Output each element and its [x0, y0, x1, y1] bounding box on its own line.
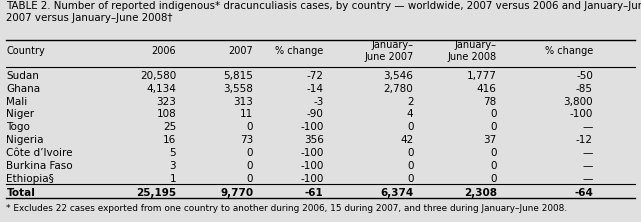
- Text: Burkina Faso: Burkina Faso: [6, 161, 73, 171]
- Text: -100: -100: [570, 109, 593, 119]
- Text: -64: -64: [574, 188, 593, 198]
- Text: 73: 73: [240, 135, 253, 145]
- Text: 0: 0: [407, 161, 413, 171]
- Text: 11: 11: [240, 109, 253, 119]
- Text: 0: 0: [490, 161, 497, 171]
- Text: -12: -12: [576, 135, 593, 145]
- Text: 0: 0: [490, 148, 497, 158]
- Text: 4: 4: [407, 109, 413, 119]
- Text: 0: 0: [407, 148, 413, 158]
- Text: 37: 37: [483, 135, 497, 145]
- Text: -50: -50: [576, 71, 593, 81]
- Text: 2006: 2006: [152, 46, 176, 56]
- Text: Country: Country: [6, 46, 45, 56]
- Text: -100: -100: [301, 148, 324, 158]
- Text: 1,777: 1,777: [467, 71, 497, 81]
- Text: Total: Total: [6, 188, 35, 198]
- Text: 2,780: 2,780: [384, 84, 413, 94]
- Text: January–
June 2008: January– June 2008: [447, 40, 497, 62]
- Text: —: —: [583, 122, 593, 132]
- Text: 6,374: 6,374: [380, 188, 413, 198]
- Text: 416: 416: [477, 84, 497, 94]
- Text: 42: 42: [400, 135, 413, 145]
- Text: 2: 2: [407, 97, 413, 107]
- Text: Sudan: Sudan: [6, 71, 39, 81]
- Text: -100: -100: [301, 174, 324, 184]
- Text: * Excludes 22 cases exported from one country to another during 2006, 15 during : * Excludes 22 cases exported from one co…: [6, 204, 567, 213]
- Text: -85: -85: [576, 84, 593, 94]
- Text: 3: 3: [170, 161, 176, 171]
- Text: 356: 356: [304, 135, 324, 145]
- Text: 323: 323: [156, 97, 176, 107]
- Text: -14: -14: [306, 84, 324, 94]
- Text: 78: 78: [483, 97, 497, 107]
- Text: TABLE 2. Number of reported indigenous* dracunculiasis cases, by country — world: TABLE 2. Number of reported indigenous* …: [6, 1, 641, 23]
- Text: 0: 0: [490, 174, 497, 184]
- Text: % change: % change: [545, 46, 593, 56]
- Text: 0: 0: [407, 174, 413, 184]
- Text: —: —: [583, 148, 593, 158]
- Text: 3,558: 3,558: [223, 84, 253, 94]
- Text: Niger: Niger: [6, 109, 35, 119]
- Text: Côte d’Ivoire: Côte d’Ivoire: [6, 148, 73, 158]
- Text: -90: -90: [307, 109, 324, 119]
- Text: 1: 1: [170, 174, 176, 184]
- Text: 3,546: 3,546: [383, 71, 413, 81]
- Text: 0: 0: [490, 122, 497, 132]
- Text: 3,800: 3,800: [563, 97, 593, 107]
- Text: -100: -100: [301, 161, 324, 171]
- Text: 16: 16: [163, 135, 176, 145]
- Text: Nigeria: Nigeria: [6, 135, 44, 145]
- Text: % change: % change: [276, 46, 324, 56]
- Text: 2007: 2007: [228, 46, 253, 56]
- Text: 4,134: 4,134: [146, 84, 176, 94]
- Text: -100: -100: [301, 122, 324, 132]
- Text: -3: -3: [313, 97, 324, 107]
- Text: 0: 0: [247, 122, 253, 132]
- Text: 20,580: 20,580: [140, 71, 176, 81]
- Text: 25,195: 25,195: [136, 188, 176, 198]
- Text: Togo: Togo: [6, 122, 30, 132]
- Text: 0: 0: [490, 109, 497, 119]
- Text: 9,770: 9,770: [220, 188, 253, 198]
- Text: 313: 313: [233, 97, 253, 107]
- Text: 0: 0: [247, 148, 253, 158]
- Text: 25: 25: [163, 122, 176, 132]
- Text: —: —: [583, 161, 593, 171]
- Text: Ethiopia§: Ethiopia§: [6, 174, 54, 184]
- Text: 5: 5: [170, 148, 176, 158]
- Text: 0: 0: [247, 174, 253, 184]
- Text: January–
June 2007: January– June 2007: [364, 40, 413, 62]
- Text: Ghana: Ghana: [6, 84, 40, 94]
- Text: -72: -72: [306, 71, 324, 81]
- Text: 0: 0: [407, 122, 413, 132]
- Text: —: —: [583, 174, 593, 184]
- Text: Mali: Mali: [6, 97, 28, 107]
- Text: 2,308: 2,308: [464, 188, 497, 198]
- Text: -61: -61: [305, 188, 324, 198]
- Text: 108: 108: [156, 109, 176, 119]
- Text: 0: 0: [247, 161, 253, 171]
- Text: 5,815: 5,815: [223, 71, 253, 81]
